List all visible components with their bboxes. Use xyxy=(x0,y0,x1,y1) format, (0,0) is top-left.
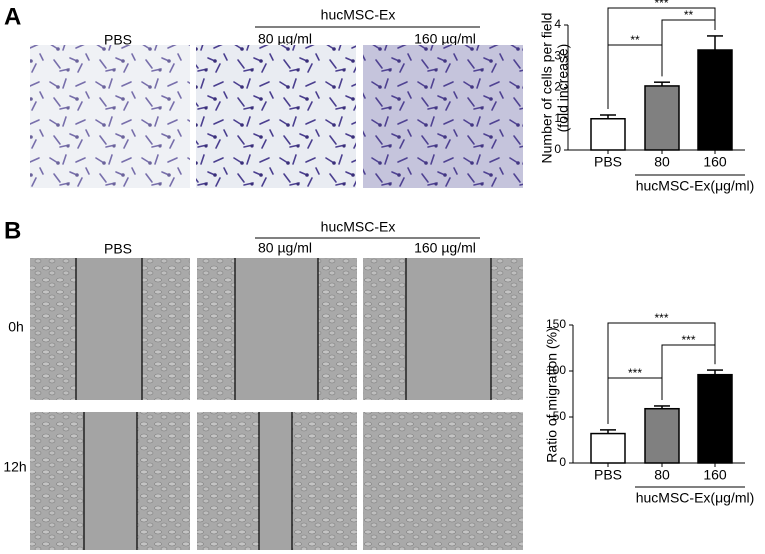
panel-letter: A xyxy=(4,3,21,30)
y-axis-label: Ratio of migration (%) xyxy=(544,327,560,462)
significance-bracket xyxy=(607,322,716,424)
significance-label: *** xyxy=(654,0,668,10)
bar xyxy=(697,49,733,151)
micrograph xyxy=(363,412,523,550)
significance-label: ** xyxy=(630,33,640,47)
panel-letter: B xyxy=(4,217,21,244)
column-label: 80 µg/ml xyxy=(258,240,312,256)
column-label: PBS xyxy=(104,32,132,48)
x-tick-label: PBS xyxy=(594,467,622,483)
scratch-gap xyxy=(84,412,137,550)
x-tick-label: 80 xyxy=(654,467,670,483)
significance-label: *** xyxy=(681,333,695,347)
y-tick-label: 0 xyxy=(559,455,566,469)
y-tick-label: 50 xyxy=(553,409,567,423)
x-group-label: hucMSC-Ex(μg/ml) xyxy=(636,178,755,194)
y-tick-label: 4 xyxy=(554,17,561,31)
scratch-gap xyxy=(235,258,318,400)
scratch-gap xyxy=(406,258,491,400)
y-axis-label: (fold increase) xyxy=(555,44,571,133)
bar xyxy=(644,85,680,151)
x-tick-label: 160 xyxy=(703,154,727,170)
x-tick-label: 160 xyxy=(703,467,727,483)
micrograph xyxy=(30,45,190,188)
x-tick-label: 80 xyxy=(654,154,670,170)
panel-a: A hucMSC-Ex PBS 80 µg/ml 160 µg/ml xyxy=(4,3,523,188)
bar xyxy=(590,432,626,464)
panel-b: B hucMSC-Ex PBS 80 µg/ml 160 µg/ml 0h 12… xyxy=(3,217,480,475)
row-label: 0h xyxy=(8,319,24,335)
column-label: 160 µg/ml xyxy=(414,240,476,256)
y-tick-label: 1 xyxy=(554,111,561,125)
x-group-label: hucMSC-Ex(μg/ml) xyxy=(636,490,755,506)
y-tick-label: 3 xyxy=(554,48,561,62)
y-tick-label: 0 xyxy=(554,142,561,156)
column-label: 80 µg/ml xyxy=(258,31,312,47)
micrograph xyxy=(196,45,356,188)
group-label: hucMSC-Ex xyxy=(321,7,396,23)
y-tick-label: 2 xyxy=(554,80,561,94)
bar xyxy=(697,373,733,464)
scratch-gap xyxy=(76,258,142,400)
bar xyxy=(644,407,680,464)
micrograph-shade xyxy=(363,45,523,188)
column-label: PBS xyxy=(104,241,132,257)
group-label: hucMSC-Ex xyxy=(321,219,396,235)
column-label: 160 µg/ml xyxy=(414,31,476,47)
scratch-gap xyxy=(259,412,292,550)
significance-label: *** xyxy=(654,311,668,325)
y-tick-label: 100 xyxy=(546,363,566,377)
y-axis-label: Number of cells per field xyxy=(539,13,555,164)
row-label: 12h xyxy=(3,459,26,475)
micrograph xyxy=(363,45,523,188)
significance-label: ** xyxy=(684,8,694,22)
significance-bracket xyxy=(607,7,716,109)
significance-label: *** xyxy=(628,366,642,380)
x-tick-label: PBS xyxy=(594,154,622,170)
bar xyxy=(590,118,626,151)
y-tick-label: 150 xyxy=(546,317,566,331)
